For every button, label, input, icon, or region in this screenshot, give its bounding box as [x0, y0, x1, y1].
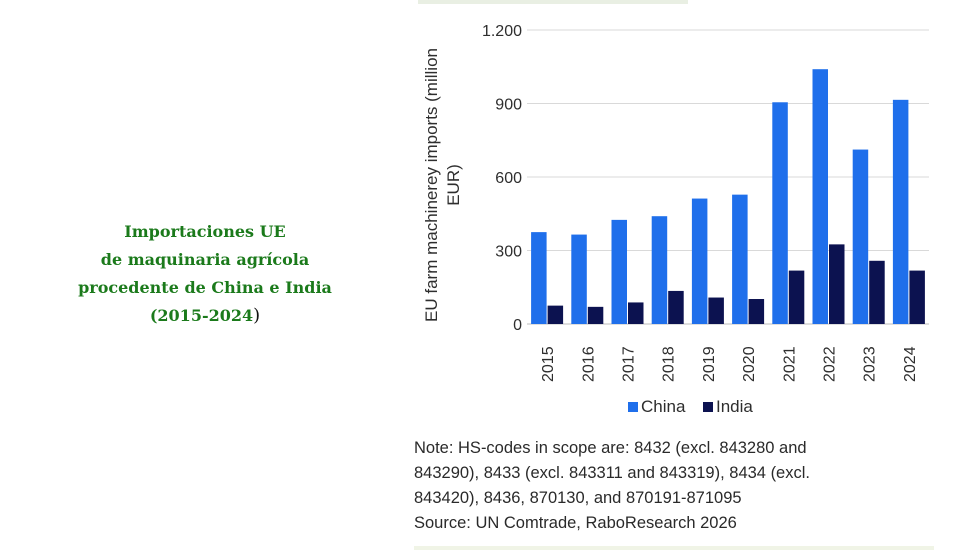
legend-swatch-china: [628, 402, 638, 412]
bar-china-2020: [732, 194, 748, 324]
bar-india-2022: [829, 244, 845, 324]
caption-years: (2015-2024: [149, 306, 254, 325]
bar-india-2016: [587, 306, 604, 324]
bar-chart: 0 300 600 900 1.200 2015 2016 2017 2018 2019 2020…: [422, 23, 929, 416]
bar-china-2016: [571, 234, 587, 324]
caption-close-paren: ): [253, 305, 261, 326]
bar-china-2021: [772, 102, 788, 325]
bar-china-2015: [531, 232, 547, 324]
bar-india-2017: [628, 302, 644, 324]
gridlines: [527, 29, 929, 325]
legend-label-india: India: [716, 397, 753, 416]
legend-swatch-india: [703, 402, 713, 412]
bar-india-2021: [788, 270, 805, 324]
bar-china-2023: [852, 149, 869, 324]
x-tick-label: 2018: [661, 346, 678, 382]
top-decoration: [418, 0, 688, 4]
y-axis-label-line1: EU farm machinerey imports (million: [422, 48, 441, 322]
caption-years-line: (2015-2024): [60, 302, 350, 330]
x-tick-label: 2024: [902, 346, 919, 382]
x-tick-label: 2015: [540, 346, 557, 382]
x-tick-label: 2023: [862, 346, 879, 382]
y-tick-label: 900: [495, 97, 522, 114]
y-tick-label: 0: [513, 317, 522, 334]
bar-china-2018: [651, 216, 668, 324]
bars: [531, 69, 925, 325]
y-tick-label: 600: [495, 170, 522, 187]
caption-line: Importaciones UE: [124, 222, 286, 241]
y-axis-label-line2: EUR): [444, 164, 463, 206]
chart-caption: Importaciones UE de maquinaria agrícola …: [60, 218, 350, 330]
x-axis-ticks: 2015 2016 2017 2018 2019 2020 2021 2022 2023 2024: [540, 346, 919, 382]
bar-india-2019: [708, 297, 724, 324]
note-line: 843290), 8433 (excl. 843311 and 843319),…: [414, 464, 810, 482]
bar-india-2024: [909, 270, 925, 324]
bar-china-2019: [691, 198, 708, 324]
y-axis-ticks: 0 300 600 900 1.200: [482, 23, 522, 334]
bar-india-2018: [668, 290, 684, 324]
bottom-decoration: [414, 546, 934, 550]
x-tick-label: 2019: [701, 346, 718, 382]
note-line: 843420), 8436, 870130, and 870191-871095: [414, 489, 742, 507]
note-line: Note: HS-codes in scope are: 8432 (excl.…: [414, 439, 807, 457]
bar-india-2020: [748, 299, 765, 324]
bar-india-2023: [869, 260, 885, 324]
bar-china-2017: [611, 219, 627, 324]
bar-china-2024: [892, 99, 909, 324]
bar-india-2015: [547, 305, 564, 324]
legend: China India: [628, 397, 753, 416]
bar-china-2022: [812, 69, 828, 324]
legend-label-china: China: [641, 397, 686, 416]
x-tick-label: 2016: [580, 346, 597, 382]
x-tick-label: 2020: [741, 346, 758, 382]
source-line: Source: UN Comtrade, RaboResearch 2026: [414, 514, 737, 532]
chart-note: Note: HS-codes in scope are: 8432 (excl.…: [414, 436, 934, 536]
y-tick-label: 1.200: [482, 23, 522, 40]
y-tick-label: 300: [495, 244, 522, 261]
caption-line: procedente de China e India: [78, 278, 332, 297]
x-tick-label: 2021: [781, 346, 798, 382]
x-tick-label: 2022: [822, 346, 839, 382]
caption-line: de maquinaria agrícola: [100, 250, 310, 269]
x-tick-label: 2017: [621, 346, 638, 382]
